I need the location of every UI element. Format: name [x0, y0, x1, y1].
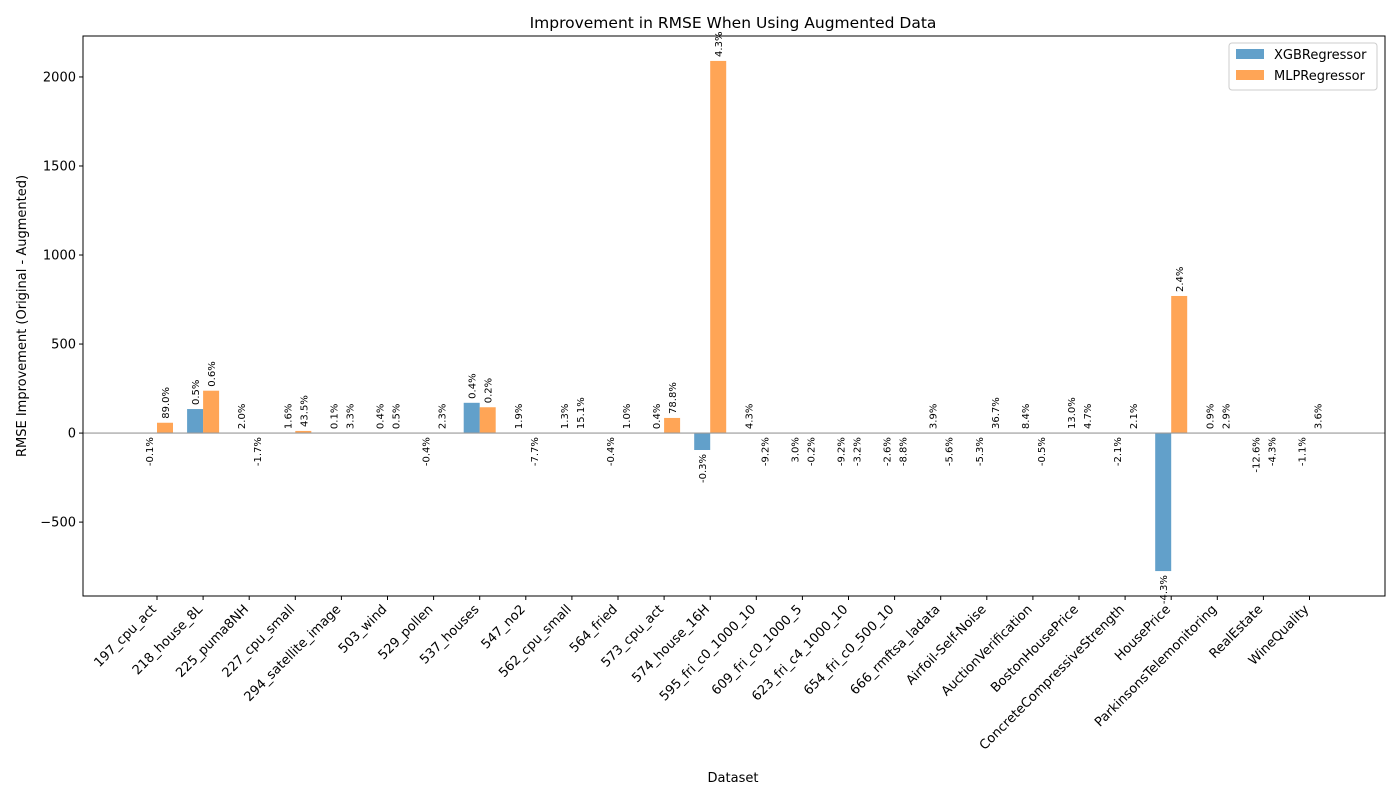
bar-value-label: 2.4%	[1175, 267, 1186, 292]
bar-value-label: -9.2%	[760, 437, 771, 466]
bar-mlp	[664, 417, 681, 434]
bar-value-label: 4.3%	[744, 404, 755, 429]
bar-value-label: -0.5%	[1037, 437, 1048, 466]
bar-value-label: -1.1%	[1298, 437, 1309, 466]
bar-value-label: -0.3%	[698, 454, 709, 483]
bar-value-label: -8.8%	[899, 437, 910, 466]
x-axis-label: Dataset	[708, 771, 759, 786]
bar-value-label: 2.0%	[237, 404, 248, 429]
bar-value-label: -4.3%	[1267, 437, 1278, 466]
bar-value-label: 1.9%	[514, 404, 525, 429]
bar-value-label: 4.3%	[714, 32, 725, 57]
bar-mlp	[479, 407, 496, 434]
bar-value-label: -9.2%	[837, 437, 848, 466]
bar-value-label: 89.0%	[161, 387, 172, 419]
legend-entry: XGBRegressor	[1274, 48, 1367, 63]
bar-value-label: 0.4%	[376, 404, 387, 429]
bar-value-label: 1.6%	[283, 404, 294, 429]
bar-value-label: 2.9%	[1221, 404, 1232, 429]
plot-frame	[82, 35, 1386, 597]
bar-value-label: 8.4%	[1021, 404, 1032, 429]
x-tick-label: 666_rmftsa_ladata	[848, 602, 944, 698]
x-tick-label: 654_fri_c0_500_10	[801, 602, 897, 698]
bar-value-label: 2.1%	[1129, 404, 1140, 429]
chart-title: Improvement in RMSE When Using Augmented…	[530, 14, 937, 32]
bar-value-label: -0.4%	[606, 437, 617, 466]
bar-xgb	[694, 433, 711, 450]
bar-value-label: -12.6%	[1251, 437, 1262, 472]
bar-mlp	[1171, 295, 1188, 434]
y-tick-label: 2000	[43, 70, 76, 85]
bar-value-label: 3.9%	[929, 404, 940, 429]
bar-value-label: 78.8%	[668, 382, 679, 414]
bar-mlp	[295, 430, 312, 434]
legend-swatch	[1236, 70, 1264, 80]
bar-value-label: 13.0%	[1067, 397, 1078, 429]
bar-value-label: 0.5%	[191, 380, 202, 405]
y-tick-label: 500	[51, 338, 76, 353]
legend: XGBRegressor MLPRegressor	[1228, 42, 1378, 91]
bar-value-label: -0.2%	[806, 437, 817, 466]
bar-value-label: 2.3%	[438, 404, 449, 429]
bar-value-label: 15.1%	[576, 397, 587, 429]
bar-value-label: 3.0%	[790, 437, 801, 462]
bar-value-label: 0.5%	[392, 404, 403, 429]
bar-value-label: 0.4%	[468, 373, 479, 398]
bar-value-label: 0.9%	[1205, 404, 1216, 429]
x-tick-label: 609_fri_c0_1000_5	[709, 602, 805, 698]
bar-value-label: 0.6%	[207, 361, 218, 386]
x-tick-label: Airfoil-Self-Noise	[904, 602, 990, 688]
bar-value-label: 0.1%	[329, 404, 340, 429]
bar-value-label: -0.4%	[422, 437, 433, 466]
bar-value-label: -4.3%	[1159, 575, 1170, 604]
y-tick-label: 0	[68, 427, 76, 442]
bar-value-label: -5.3%	[975, 437, 986, 466]
y-tick-label: 1000	[43, 249, 76, 264]
bar-mlp	[157, 422, 173, 434]
y-tick-label: −500	[40, 516, 76, 531]
y-tick-label: 1500	[43, 159, 76, 174]
bar-value-label: -5.6%	[945, 437, 956, 466]
bar-value-label: -0.1%	[145, 437, 156, 466]
x-tick-label: BostonHousePrice	[988, 602, 1082, 696]
bar-xgb	[463, 402, 480, 434]
bar-value-label: 36.7%	[991, 397, 1002, 429]
bar-xgb	[187, 409, 204, 434]
bar-value-label: 3.3%	[345, 404, 356, 429]
bar-value-label: 43.5%	[299, 395, 310, 427]
bar-value-label: 4.7%	[1083, 404, 1094, 429]
legend-entry: MLPRegressor	[1274, 69, 1366, 84]
legend-swatch	[1236, 49, 1264, 59]
bar-value-label: 1.0%	[622, 404, 633, 429]
bar-mlp	[203, 390, 220, 434]
bar-value-label: 1.3%	[560, 404, 571, 429]
y-axis-label: RMSE Improvement (Original - Augmented)	[15, 175, 30, 457]
bar-value-label: 0.2%	[484, 378, 495, 403]
bar-value-label: 3.6%	[1314, 404, 1325, 429]
bar-value-label: -3.2%	[853, 437, 864, 466]
x-tick-label: 574_house_16H	[629, 602, 713, 686]
bar-xgb	[1155, 433, 1172, 572]
x-tick-label: AuctionVerification	[939, 602, 1036, 699]
bar-value-label: -2.1%	[1113, 437, 1124, 466]
bar-value-label: -2.6%	[883, 437, 894, 466]
bar-value-label: -1.7%	[253, 437, 264, 466]
bar-value-label: -7.7%	[530, 437, 541, 466]
legend-box	[1228, 42, 1378, 91]
bar-mlp	[710, 60, 727, 434]
bar-value-label: 0.4%	[652, 404, 663, 429]
